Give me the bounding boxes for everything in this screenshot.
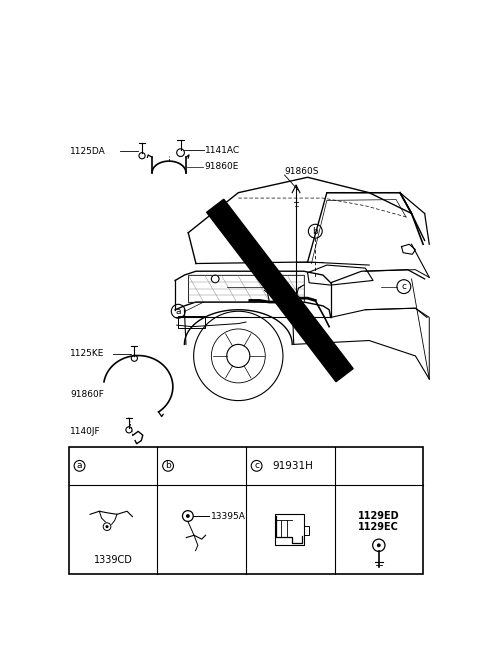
Text: 91860S: 91860S xyxy=(285,167,319,176)
Circle shape xyxy=(377,543,381,547)
Circle shape xyxy=(106,525,108,528)
Text: c: c xyxy=(401,282,407,291)
Polygon shape xyxy=(206,199,353,382)
Text: 91860F: 91860F xyxy=(71,390,104,399)
Bar xyxy=(275,514,304,544)
Text: 91860E: 91860E xyxy=(204,162,239,171)
Text: a: a xyxy=(176,307,181,316)
Text: 1125KE: 1125KE xyxy=(71,349,105,358)
Text: 1125DA: 1125DA xyxy=(71,146,106,155)
Bar xyxy=(178,316,205,328)
Text: c: c xyxy=(254,461,259,470)
Circle shape xyxy=(186,514,190,518)
Bar xyxy=(69,447,423,574)
Text: 13395A: 13395A xyxy=(211,512,246,520)
Text: 1129ED: 1129ED xyxy=(358,511,400,521)
Bar xyxy=(304,525,309,535)
Text: b: b xyxy=(165,461,171,470)
Text: b: b xyxy=(312,227,318,236)
Text: 1339CD: 1339CD xyxy=(94,556,132,565)
Text: a: a xyxy=(77,461,82,470)
Text: 1141AC: 1141AC xyxy=(205,146,240,155)
Text: 91931H: 91931H xyxy=(273,461,313,471)
Text: 1140JF: 1140JF xyxy=(71,427,101,436)
Text: 1129EC: 1129EC xyxy=(359,522,399,532)
